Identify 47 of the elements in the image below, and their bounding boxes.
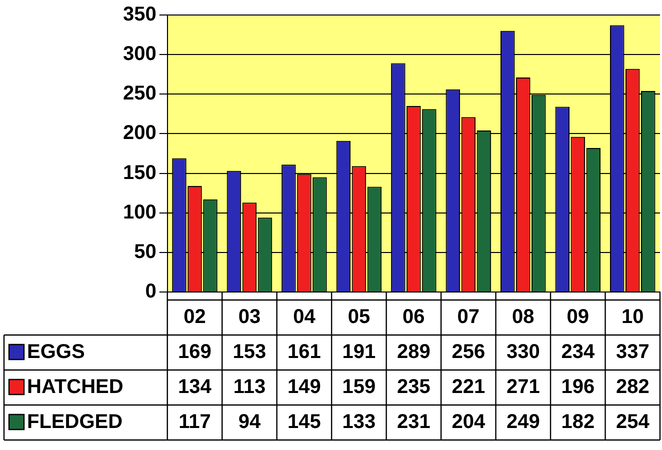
x-tick-label: 06	[402, 306, 425, 328]
y-tick-label: 350	[122, 4, 156, 26]
data-label: 94	[238, 411, 262, 434]
data-label: 159	[342, 376, 376, 398]
legend-label: HATCHED	[27, 376, 124, 398]
x-tick-label: 08	[512, 306, 534, 328]
x-tick-label: 03	[238, 306, 261, 328]
data-label: 282	[616, 376, 650, 398]
x-tick-label: 09	[566, 306, 590, 328]
data-label: 249	[506, 411, 540, 434]
data-label: 113	[233, 376, 266, 398]
x-tick-label: 05	[348, 306, 370, 328]
data-label: 221	[452, 376, 486, 398]
data-label: 204	[452, 411, 486, 434]
legend-label: FLEDGED	[27, 411, 123, 434]
data-label: 117	[178, 411, 211, 434]
y-tick-label: 150	[122, 162, 156, 184]
y-tick-label: 300	[122, 43, 156, 66]
y-tick-label: 50	[134, 240, 156, 263]
x-tick-label: 02	[184, 306, 206, 328]
data-label: 196	[561, 376, 595, 398]
data-label: 231	[396, 411, 430, 434]
x-tick-label: 07	[457, 306, 480, 328]
data-label: 271	[506, 376, 540, 398]
data-label: 133	[342, 411, 376, 434]
data-label: 256	[452, 341, 486, 364]
y-tick-label: 250	[122, 82, 156, 105]
data-label: 134	[178, 376, 212, 398]
data-label: 161	[288, 341, 321, 364]
data-label: 235	[396, 376, 430, 398]
y-tick-label: 0	[145, 280, 156, 303]
data-label: 182	[561, 411, 595, 434]
y-tick-label: 200	[122, 122, 156, 144]
x-tick-label: 04	[293, 306, 316, 328]
data-label: 153	[232, 341, 266, 364]
data-label: 330	[506, 341, 540, 364]
data-label: 254	[616, 411, 650, 434]
data-label: 289	[396, 341, 430, 364]
data-label: 191	[342, 341, 376, 364]
y-tick-label: 100	[122, 201, 156, 224]
data-label: 169	[178, 341, 212, 364]
data-label: 149	[288, 376, 321, 398]
legend-label: EGGS	[27, 341, 85, 364]
x-tick-label: 10	[622, 306, 644, 328]
data-label: 337	[616, 341, 650, 364]
data-label: 234	[561, 341, 596, 364]
data-label: 145	[288, 411, 321, 434]
